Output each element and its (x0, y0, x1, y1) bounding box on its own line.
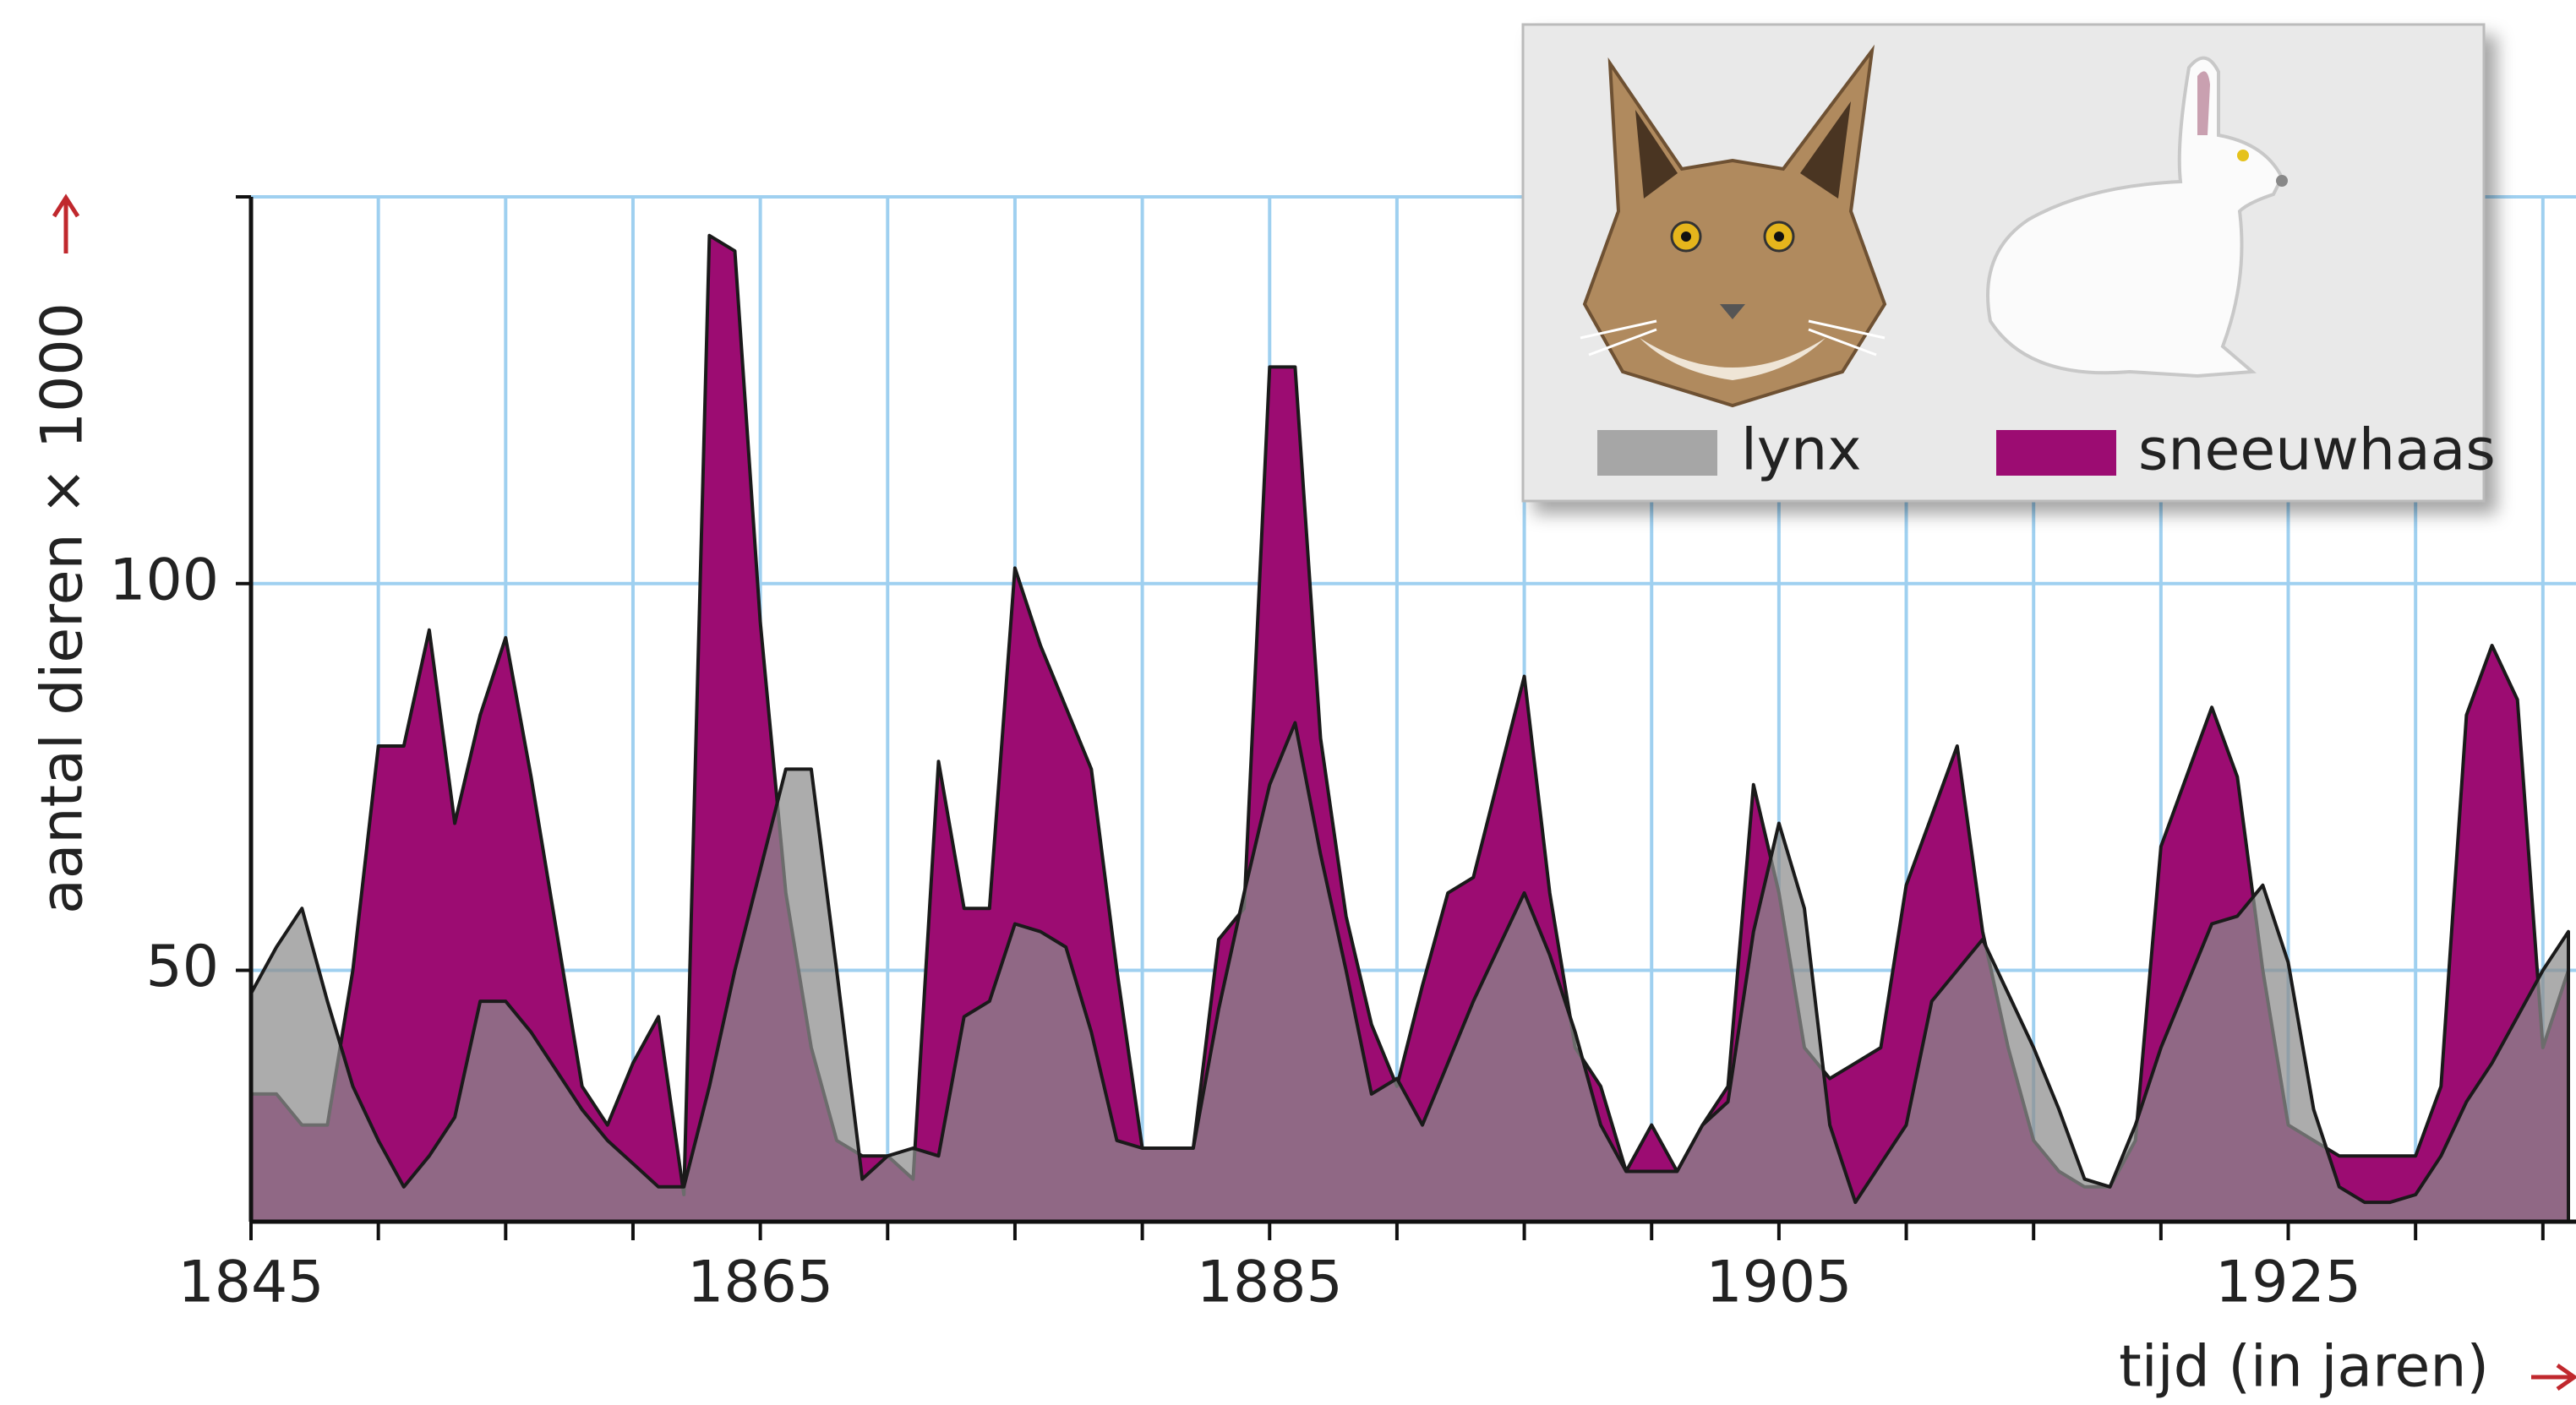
y-tick-label: 100 (109, 547, 219, 613)
y-axis-label: aantal dieren × 1000 (30, 302, 96, 914)
legend: lynx sneeuwhaas (1521, 23, 2496, 503)
x-axis-arrow (2531, 1363, 2576, 1391)
x-tick-label: 1845 (177, 1250, 324, 1316)
legend-swatch (1597, 430, 1717, 476)
plot-area (249, 233, 2570, 1223)
axes: 50 100 1845 1865 1885 1905 1925 (109, 195, 2576, 1316)
area (249, 721, 2570, 1223)
x-tick-label: 1905 (1706, 1250, 1852, 1316)
hare-illustration (1986, 56, 2288, 378)
x-tick-label: 1885 (1197, 1250, 1343, 1316)
lynx-illustration (1580, 44, 1887, 408)
x-tick-label: 1865 (687, 1250, 833, 1316)
y-axis-arrow (52, 193, 80, 253)
x-tick-label: 1925 (2215, 1250, 2361, 1316)
x-axis-label: tijd (in jaren) (2119, 1334, 2489, 1401)
legend-label: lynx (1741, 417, 1861, 484)
legend-swatch (1996, 430, 2116, 476)
y-tick-label: 50 (145, 934, 219, 1000)
legend-label: sneeuwhaas (2138, 417, 2496, 484)
